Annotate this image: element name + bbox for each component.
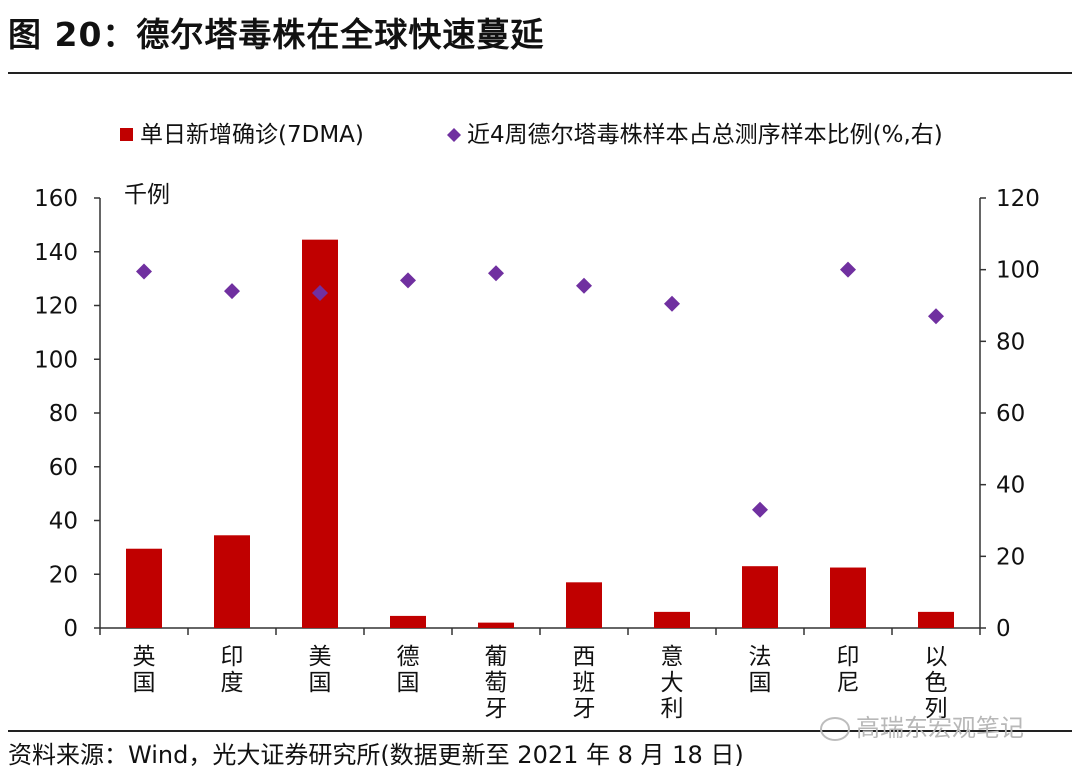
bar-series <box>126 239 954 628</box>
watermark: 高瑞东宏观笔记 <box>820 708 1024 743</box>
point-意大利 <box>664 295 680 312</box>
point-印尼 <box>840 261 856 278</box>
right-tick-label: 40 <box>996 473 1025 499</box>
point-西班牙 <box>576 277 592 294</box>
x-label-意大利: 意大利 <box>661 644 684 722</box>
point-葡萄牙 <box>488 265 504 282</box>
right-tick-label: 20 <box>996 544 1025 570</box>
bar-美国 <box>302 239 338 628</box>
point-以色列 <box>928 308 944 325</box>
bar-印尼 <box>830 567 866 628</box>
left-tick-label: 140 <box>34 240 78 266</box>
top-rule <box>8 72 1072 74</box>
x-label-法国: 法国 <box>749 644 772 696</box>
x-label-美国: 美国 <box>309 644 332 696</box>
watermark-text: 高瑞东宏观笔记 <box>856 714 1024 742</box>
right-tick-label: 120 <box>996 186 1040 212</box>
x-label-以色列: 以色列 <box>925 644 948 722</box>
right-tick-label: 100 <box>996 258 1040 284</box>
wechat-icon <box>820 717 850 741</box>
bar-以色列 <box>918 611 954 628</box>
x-label-德国: 德国 <box>397 644 420 696</box>
legend: 单日新增确诊(7DMA) 近4周德尔塔毒株样本占总测序样本比例(%,右) <box>120 122 943 148</box>
chart: 单日新增确诊(7DMA) 近4周德尔塔毒株样本占总测序样本比例(%,右) 0 20 4… <box>34 122 1040 722</box>
axes: 0 20 40 60 80 100 120 140 160 0 20 40 60 80 100 120 千例 <box>34 182 1040 642</box>
point-英国 <box>136 263 152 280</box>
left-tick-label: 60 <box>49 455 78 481</box>
bar-葡萄牙 <box>478 622 514 628</box>
figure-title: 图 20：德尔塔毒株在全球快速蔓延 <box>8 15 545 54</box>
source-note: 资料来源：Wind，光大证券研究所(数据更新至 2021 年 8 月 18 日) <box>8 741 744 769</box>
bar-印度 <box>214 535 250 628</box>
legend-bar-label: 单日新增确诊(7DMA) <box>140 122 364 148</box>
point-印度 <box>224 283 240 300</box>
x-label-英国: 英国 <box>133 644 156 696</box>
legend-diamond-label: 近4周德尔塔毒株样本占总测序样本比例(%,右) <box>467 122 943 148</box>
bar-德国 <box>390 615 426 628</box>
x-label-西班牙: 西班牙 <box>573 644 596 722</box>
point-法国 <box>752 501 768 518</box>
legend-bar-swatch <box>120 128 133 141</box>
left-tick-label: 80 <box>49 401 78 427</box>
right-tick-label: 60 <box>996 401 1025 427</box>
left-tick-label: 40 <box>49 509 78 535</box>
bottom-rule <box>8 730 1072 732</box>
x-label-葡萄牙: 葡萄牙 <box>485 644 508 722</box>
left-tick-label: 100 <box>34 347 78 373</box>
x-label-印度: 印度 <box>221 644 244 696</box>
bar-法国 <box>742 566 778 628</box>
x-tick-labels: 英国 印度 美国 德国 葡萄牙 西班牙 意大利 法国 印尼 以色列 <box>133 644 948 722</box>
left-axis-unit: 千例 <box>124 182 170 208</box>
left-tick-label: 20 <box>49 562 78 588</box>
point-德国 <box>400 272 416 289</box>
right-tick-label: 80 <box>996 329 1025 355</box>
diamond-series <box>136 261 944 518</box>
left-tick-label: 0 <box>63 616 78 642</box>
left-tick-label: 160 <box>34 186 78 212</box>
right-tick-label: 0 <box>996 616 1011 642</box>
point-美国 <box>312 284 328 301</box>
left-tick-label: 120 <box>34 294 78 320</box>
bar-意大利 <box>654 611 690 628</box>
x-label-印尼: 印尼 <box>837 644 860 696</box>
bar-西班牙 <box>566 582 602 628</box>
bar-英国 <box>126 548 162 628</box>
legend-diamond-swatch <box>447 128 461 142</box>
